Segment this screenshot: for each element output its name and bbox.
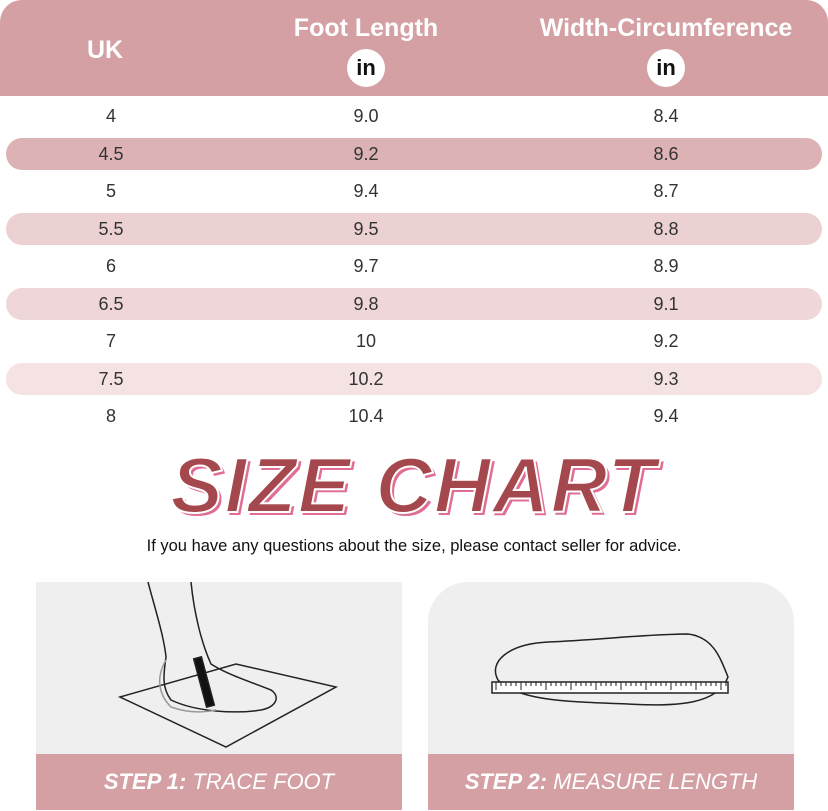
header-foot-length-label: Foot Length [293, 14, 439, 42]
cell-uk: 5.5 [98, 218, 124, 239]
step-number: STEP 1: [103, 769, 187, 794]
header-uk: UK [86, 36, 124, 64]
cell-uk: 7 [105, 331, 116, 351]
cell-width: 9.2 [653, 331, 679, 351]
table-row: 7 10 9.2 [6, 325, 822, 357]
table-row: 8 10.4 9.4 [6, 400, 822, 432]
cell-uk: 8 [105, 406, 116, 426]
table-row: 7.5 10.2 9.3 [6, 362, 822, 395]
cell-uk: 6.5 [98, 293, 124, 314]
cell-width: 8.9 [653, 256, 679, 276]
step-text: TRACE FOOT [192, 769, 335, 794]
cell-uk: 5 [105, 181, 116, 201]
table-row: 4 9.0 8.4 [6, 100, 822, 132]
cell-width: 8.7 [653, 181, 679, 201]
unit-badge: in [647, 49, 685, 87]
cell-uk: 7.5 [98, 368, 124, 389]
unit-badge: in [347, 49, 385, 87]
cell-length: 9.5 [353, 218, 379, 239]
cell-width: 8.6 [653, 143, 679, 164]
step-2-panel: STEP 2: MEASURE LENGTH [428, 582, 794, 810]
cell-length: 9.7 [353, 256, 379, 276]
cell-width: 8.8 [653, 218, 679, 239]
cell-length: 9.4 [353, 181, 379, 201]
step-1-label: STEP 1: TRACE FOOT [36, 754, 402, 810]
cell-length: 10.2 [348, 368, 384, 389]
cell-length: 9.2 [353, 143, 379, 164]
cell-uk: 6 [105, 256, 116, 276]
cell-width: 9.1 [653, 293, 679, 314]
cell-uk: 4.5 [98, 143, 124, 164]
cell-width: 9.4 [653, 406, 679, 426]
foot-tracing-icon [117, 582, 339, 748]
header-foot-length: Foot Length in [266, 14, 466, 87]
table-row: 5.5 9.5 8.8 [6, 212, 822, 245]
cell-length: 9.8 [353, 293, 379, 314]
size-chart-title: SIZE CHART [170, 440, 658, 530]
table-header: UK Foot Length in Width-Circumference in [0, 0, 828, 96]
step-2-label: STEP 2: MEASURE LENGTH [428, 754, 794, 810]
cell-length: 10 [355, 331, 377, 351]
cell-width: 9.3 [653, 368, 679, 389]
foot-ruler-icon [491, 633, 729, 706]
table-row: 6.5 9.8 9.1 [6, 287, 822, 320]
step-text: MEASURE LENGTH [553, 769, 758, 794]
cell-width: 8.4 [653, 106, 679, 126]
step-number: STEP 2: [464, 769, 548, 794]
header-width: Width-Circumference in [520, 14, 812, 87]
table-row: 5 9.4 8.7 [6, 175, 822, 207]
advice-note: If you have any questions about the size… [146, 537, 682, 555]
table-row: 4.5 9.2 8.6 [6, 137, 822, 170]
header-width-label: Width-Circumference [539, 14, 793, 42]
cell-length: 9.0 [353, 106, 379, 126]
step-1-panel: STEP 1: TRACE FOOT [36, 582, 402, 810]
cell-length: 10.4 [348, 406, 384, 426]
table-row: 6 9.7 8.9 [6, 250, 822, 282]
cell-uk: 4 [105, 106, 116, 126]
